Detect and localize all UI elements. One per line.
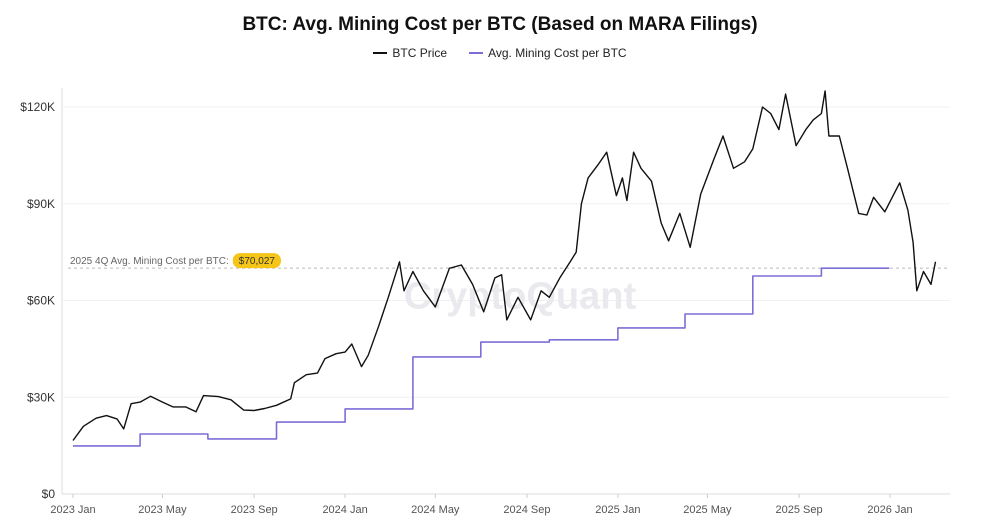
x-tick-label: 2025 May	[683, 504, 732, 516]
legend-item-mining-cost[interactable]: Avg. Mining Cost per BTC	[469, 46, 627, 60]
x-tick-label: 2026 Jan	[867, 504, 912, 516]
x-tick-label: 2024 Jan	[322, 504, 367, 516]
legend-item-btc-price[interactable]: BTC Price	[373, 46, 447, 60]
y-tick-label: $60K	[27, 294, 55, 308]
annotation-badge	[232, 253, 281, 269]
btc-price-line	[72, 90, 937, 441]
x-tick-label: 2023 May	[138, 504, 187, 516]
legend: BTC Price Avg. Mining Cost per BTC	[0, 46, 1000, 60]
x-tick-label: 2023 Jan	[50, 504, 95, 516]
mining-cost-line	[73, 267, 890, 447]
x-tick-label: 2025 Sep	[776, 504, 823, 516]
x-tick-label: 2024 Sep	[503, 504, 550, 516]
annotation-value: $70,027	[239, 256, 276, 267]
legend-swatch	[373, 52, 388, 54]
x-tick-label: 2023 Sep	[231, 504, 278, 516]
watermark: CryptoQuant	[404, 276, 637, 318]
legend-swatch	[469, 52, 484, 54]
x-tick-label: 2024 May	[411, 504, 460, 516]
y-tick-label: $30K	[27, 390, 55, 404]
chart-title: BTC: Avg. Mining Cost per BTC (Based on …	[242, 14, 758, 35]
legend-label: Avg. Mining Cost per BTC	[488, 46, 627, 60]
annotation-label: 2025 4Q Avg. Mining Cost per BTC:	[70, 256, 229, 267]
y-tick-label: $90K	[27, 197, 55, 211]
y-tick-label: $0	[42, 487, 56, 501]
x-tick-label: 2025 Jan	[595, 504, 640, 516]
legend-label: BTC Price	[392, 46, 448, 60]
y-tick-label: $120K	[20, 100, 55, 114]
